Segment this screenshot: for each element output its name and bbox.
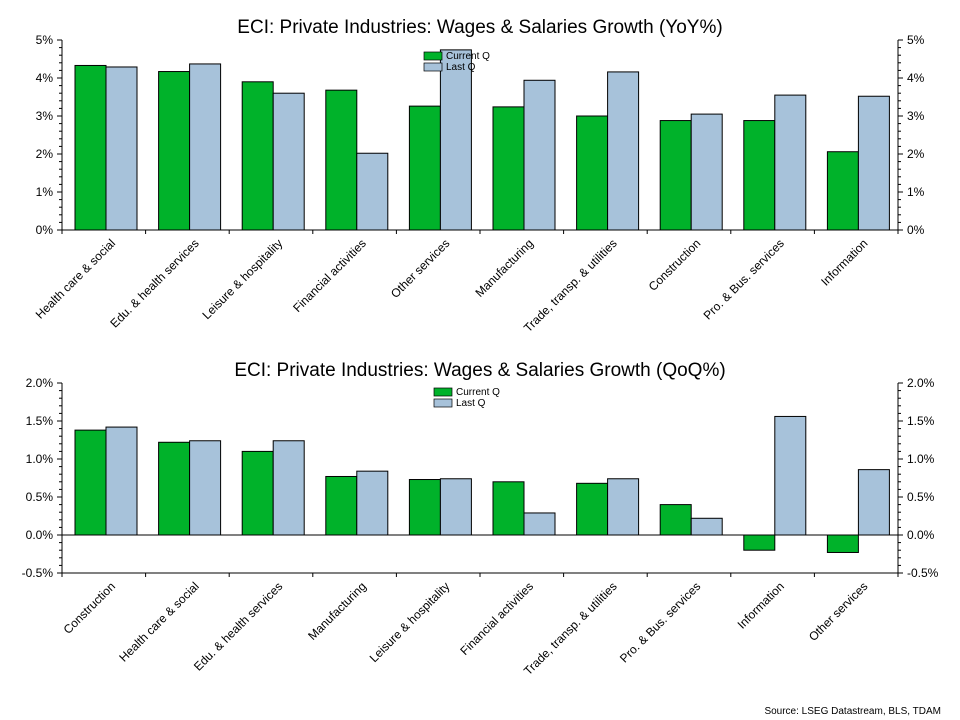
y-tick-label-right: 5%	[907, 33, 925, 47]
bar-current-q	[826, 151, 859, 231]
bar-current-q	[325, 89, 358, 231]
category-label: Trade, transp. & utilities	[521, 236, 620, 335]
bar-last-q	[857, 469, 890, 536]
bar-current-q	[241, 450, 274, 536]
bar-last-q	[105, 66, 138, 231]
legend-label: Last Q	[446, 62, 476, 73]
legend-label: Current Q	[446, 51, 490, 62]
category-label: Information	[818, 236, 870, 288]
y-tick-label-right: 2%	[907, 147, 925, 161]
y-tick-label-left: 5%	[36, 33, 54, 47]
bar-last-q	[857, 95, 890, 231]
y-tick-label-right: 1.5%	[907, 414, 935, 428]
y-tick-label-left: 3%	[36, 109, 54, 123]
bar-last-q	[774, 94, 807, 231]
category-label: Edu. & health services	[107, 236, 201, 330]
category-label: Manufacturing	[305, 579, 369, 643]
y-tick-label-right: 2.0%	[907, 376, 935, 390]
bar-last-q	[690, 517, 723, 536]
bar-current-q	[492, 481, 525, 536]
category-label: Health care & social	[116, 579, 201, 664]
y-tick-label-right: 0.0%	[907, 528, 935, 542]
legend-label: Last Q	[456, 398, 486, 409]
y-tick-label-left: 2.0%	[26, 376, 54, 390]
bar-current-q	[325, 475, 358, 536]
bar-last-q	[272, 440, 305, 536]
category-label: Leisure & hospitality	[199, 236, 285, 322]
category-label: Pro. & Bus. services	[617, 579, 703, 665]
legend-swatch	[433, 387, 453, 397]
bar-last-q	[189, 63, 222, 231]
bar-last-q	[356, 470, 389, 536]
bar-last-q	[523, 79, 556, 231]
category-label: Construction	[61, 579, 119, 637]
y-tick-label-left: -0.5%	[22, 566, 54, 580]
bar-current-q	[408, 479, 441, 536]
category-label: Financial activities	[457, 579, 536, 658]
bar-current-q	[492, 106, 525, 231]
y-tick-label-left: 2%	[36, 147, 54, 161]
bar-last-q	[690, 113, 723, 231]
bar-last-q	[607, 71, 640, 231]
bar-last-q	[774, 415, 807, 536]
y-tick-label-left: 1.0%	[26, 452, 54, 466]
y-tick-label-right: 0.5%	[907, 490, 935, 504]
chart-title: ECI: Private Industries: Wages & Salarie…	[237, 17, 722, 38]
bar-current-q	[74, 64, 107, 231]
y-tick-label-left: 0%	[36, 223, 54, 237]
y-tick-label-left: 1%	[36, 185, 54, 199]
category-label: Other services	[388, 236, 453, 301]
bar-current-q	[659, 504, 692, 536]
chart-qoq: ECI: Private Industries: Wages & Salarie…	[22, 360, 939, 678]
bar-last-q	[523, 512, 556, 536]
category-label: Edu. & health services	[191, 579, 285, 673]
bar-current-q	[743, 534, 776, 551]
legend-swatch	[423, 62, 443, 72]
y-tick-label-right: 0%	[907, 223, 925, 237]
bar-current-q	[158, 71, 191, 231]
category-label: Information	[735, 579, 787, 631]
bar-last-q	[189, 440, 222, 536]
bar-current-q	[743, 120, 776, 231]
category-label: Financial activities	[290, 236, 369, 315]
category-label: Health care & social	[33, 236, 118, 321]
y-tick-label-left: 0.5%	[26, 490, 54, 504]
bar-current-q	[408, 105, 441, 231]
y-tick-label-right: 4%	[907, 71, 925, 85]
category-label: Leisure & hospitality	[367, 579, 453, 665]
bar-last-q	[272, 92, 305, 231]
bar-last-q	[105, 426, 138, 536]
category-label: Other services	[806, 579, 871, 644]
y-tick-label-left: 4%	[36, 71, 54, 85]
legend-swatch	[423, 51, 443, 61]
chart-title: ECI: Private Industries: Wages & Salarie…	[234, 360, 725, 381]
source-note: Source: LSEG Datastream, BLS, TDAM	[764, 706, 941, 717]
bar-current-q	[74, 429, 107, 536]
category-label: Trade, transp. & utilities	[521, 579, 620, 678]
bar-last-q	[439, 49, 472, 231]
y-tick-label-left: 0.0%	[26, 528, 54, 542]
bar-current-q	[576, 482, 609, 536]
bar-last-q	[439, 478, 472, 536]
category-label: Manufacturing	[472, 236, 536, 300]
bar-current-q	[158, 441, 191, 536]
category-label: Construction	[646, 236, 704, 294]
y-tick-label-right: 3%	[907, 109, 925, 123]
y-tick-label-left: 1.5%	[26, 414, 54, 428]
y-tick-label-right: 1%	[907, 185, 925, 199]
bar-last-q	[356, 152, 389, 231]
y-tick-label-right: 1.0%	[907, 452, 935, 466]
category-label: Pro. & Bus. services	[701, 236, 787, 322]
bar-current-q	[659, 120, 692, 231]
chart-yoy: ECI: Private Industries: Wages & Salarie…	[33, 17, 925, 335]
bar-current-q	[241, 81, 274, 231]
bar-current-q	[826, 534, 859, 553]
legend-label: Current Q	[456, 387, 500, 398]
legend-swatch	[433, 398, 453, 408]
y-tick-label-right: -0.5%	[907, 566, 939, 580]
bar-current-q	[576, 115, 609, 231]
bar-last-q	[607, 478, 640, 536]
